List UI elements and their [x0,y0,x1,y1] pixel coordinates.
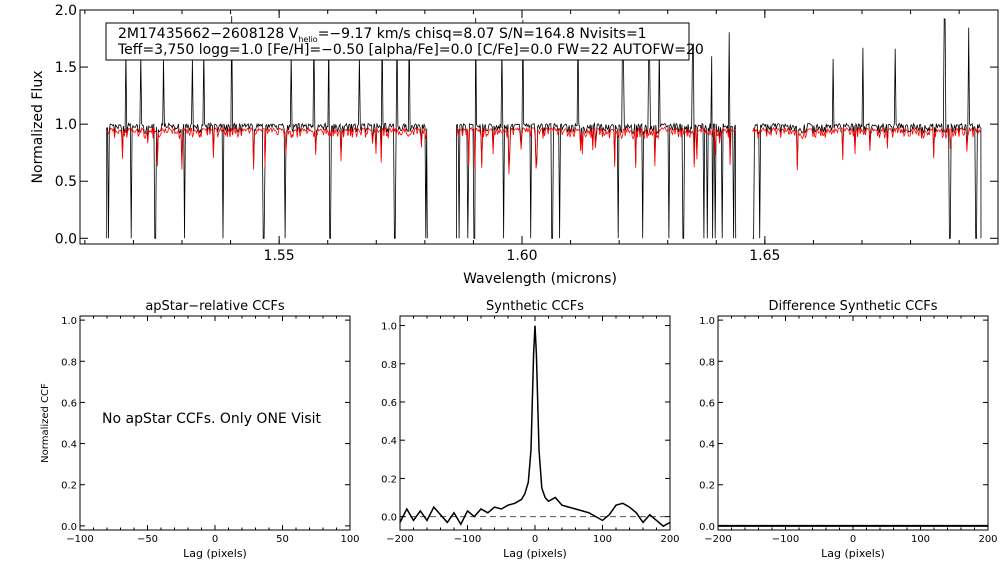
info-vhelio-value: =−9.17 km/s [318,26,411,42]
difference-ytick-label: 0.6 [699,398,715,409]
apstar-ytick-label: 0.2 [61,481,77,492]
apstar-xtick-label: 0 [212,534,218,545]
info-star-id: 2M17435662−2608128 [118,26,284,42]
difference-ytick-label: 0.0 [699,522,715,533]
difference-xtick-label: 0 [850,534,856,545]
apstar-xtick-label: 50 [276,534,289,545]
apstar-ytick-label: 0.4 [61,440,77,451]
spectrum-ytick-label: 0.0 [55,231,77,247]
spectrum-ytick-label: 1.5 [55,60,77,76]
difference-ytick-label: 1.0 [699,316,715,327]
synthetic-ytick-label: 0.0 [381,513,397,524]
synthetic-xtick-label: −200 [386,534,413,545]
difference-ccf-panel: −200 −100 0 100 200 0.0 0.2 0.4 0.6 0.8 1.0 Differ… [699,299,997,560]
synthetic-ccf-line [399,325,671,528]
info-box-frame [105,22,690,61]
info-line-1: 2M17435662−2608128 Vhelio=−9.17 km/s chi… [118,26,647,44]
apstar-ytick-label: 1.0 [61,316,77,327]
synthetic-ytick-label: 0.4 [381,436,397,447]
apstar-ccf-title: apStar−relative CCFs [145,299,285,314]
spectrum-xtick-label: 1.55 [264,248,295,264]
synthetic-xtick-label: 0 [532,534,538,545]
apstar-xtick-label: 100 [340,534,359,545]
model-spectrum-segment [106,125,428,170]
apstar-ccf-axes: −100 −50 0 50 100 0.0 0.2 0.4 0.6 0.8 1.0 [61,316,360,545]
difference-ccf-xlabel: Lag (pixels) [821,547,885,560]
spectrum-xlabel: Wavelength (microns) [463,271,617,287]
difference-xtick-label: −200 [704,534,731,545]
info-box: 2M17435662−2608128 Vhelio=−9.17 km/s chi… [105,22,704,61]
spectrum-plot-frame [79,9,999,245]
synthetic-xtick-label: −100 [454,534,481,545]
apstar-xtick-label: −100 [66,534,93,545]
observed-spectrum-segment [106,16,428,239]
model-spectrum-segment [456,125,736,175]
synthetic-ytick-label: 1.0 [381,322,397,333]
synthetic-ytick-label: 0.2 [381,474,397,485]
difference-xtick-label: 100 [911,534,930,545]
synthetic-ccf-title: Synthetic CCFs [486,299,584,314]
difference-ccf-axes: −200 −100 0 100 200 0.0 0.2 0.4 0.6 0.8 1.0 [699,316,998,545]
synthetic-ytick-label: 0.6 [381,398,397,409]
observed-spectrum-segment [752,18,982,239]
synthetic-ccf-panel: −200 −100 0 100 200 0.0 0.2 0.4 0.6 0.8 1.0 Synthe… [381,299,679,560]
apstar-ccf-xlabel: Lag (pixels) [183,547,247,560]
synthetic-xtick-label: 100 [593,534,612,545]
difference-ccf-title: Difference Synthetic CCFs [768,299,937,314]
apstar-ytick-label: 0.0 [61,522,77,533]
info-vhelio-label: V [289,26,299,42]
difference-xtick-label: −100 [772,534,799,545]
spectrum-ytick-label: 1.0 [55,117,77,133]
spectrum-axes: 1.55 1.60 1.65 0.0 0.5 1.0 1.5 2.0 [55,3,998,264]
apstar-xtick-label: −50 [137,534,158,545]
spectrum-ytick-label: 2.0 [55,3,77,19]
synthetic-ccf-series [399,325,671,528]
spectrum-ytick-label: 0.5 [55,174,77,190]
apstar-ccf-ylabel: Normalized CCF [40,383,51,463]
difference-ytick-label: 0.4 [699,440,715,451]
model-spectrum-segment [752,126,982,171]
difference-xtick-label: 200 [978,534,997,545]
info-fit-stats: chisq=8.07 S/N=164.8 Nvisits=1 [415,26,647,42]
info-vhelio-subscript: helio [298,35,317,44]
spectrum-panel: 1.55 1.60 1.65 0.0 0.5 1.0 1.5 2.0 2M17435662−2… [30,3,999,287]
apstar-ytick-label: 0.8 [61,357,77,368]
apstar-ccf-panel: −100 −50 0 50 100 0.0 0.2 0.4 0.6 0.8 1.0 apStar−r… [40,299,360,560]
spectrum-xtick-label: 1.60 [506,248,537,264]
difference-ytick-label: 0.8 [699,357,715,368]
spectrum-ylabel: Normalized Flux [30,71,46,184]
spectrum-xtick-label: 1.65 [749,248,780,264]
synthetic-ccf-axes: −200 −100 0 100 200 0.0 0.2 0.4 0.6 0.8 1.0 [381,316,680,545]
apstar-ccf-message: No apStar CCFs. Only ONE Visit [102,411,322,427]
synthetic-xtick-label: 200 [660,534,679,545]
apstar-ytick-label: 0.6 [61,398,77,409]
synthetic-ccf-xlabel: Lag (pixels) [503,547,567,560]
info-line-2: Teff=3,750 logg=1.0 [Fe/H]=−0.50 [alpha/… [117,42,704,58]
model-spectrum-series [106,125,982,175]
difference-ytick-label: 0.2 [699,481,715,492]
synthetic-ytick-label: 0.8 [381,360,397,371]
